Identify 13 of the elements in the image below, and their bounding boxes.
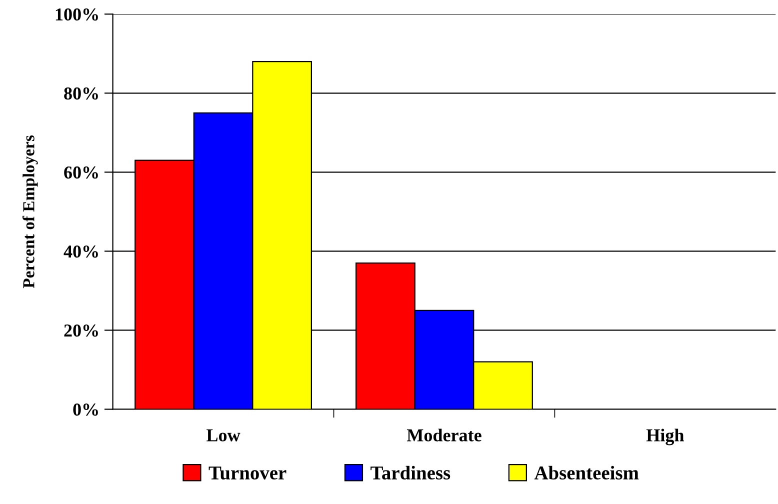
- y-tick-label: 100%: [56, 8, 98, 21]
- x-tick-label: Low: [206, 429, 240, 442]
- legend-label: Turnover: [208, 466, 286, 480]
- y-tick-label: 80%: [64, 87, 98, 100]
- y-tick-label: 60%: [64, 166, 98, 179]
- y-tick-label: 20%: [64, 324, 98, 337]
- legend-label: Absenteeism: [534, 466, 639, 480]
- y-tick-label: 0%: [73, 404, 98, 416]
- y-tick-label: 40%: [64, 245, 98, 258]
- x-tick-label: High: [646, 428, 684, 446]
- y-axis-title: Percent of Employers: [22, 135, 38, 288]
- x-tick-label: Moderate: [406, 428, 482, 442]
- legend-label: Tardiness: [370, 466, 450, 480]
